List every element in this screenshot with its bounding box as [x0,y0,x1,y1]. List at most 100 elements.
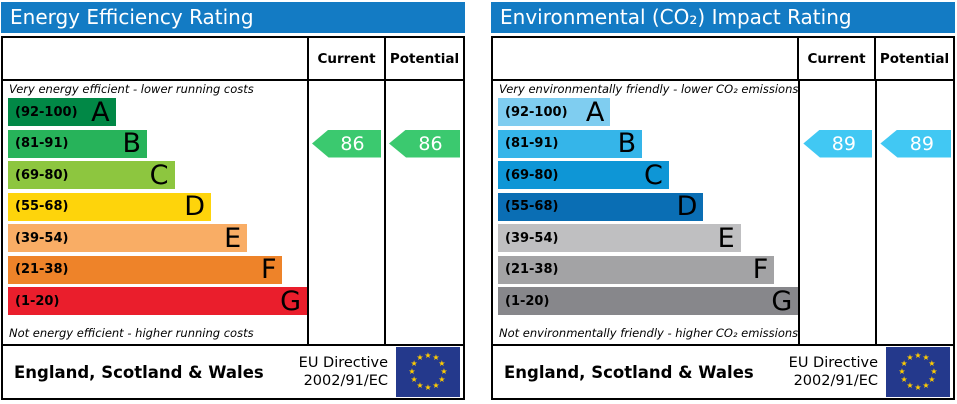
band-range-label: (69-80) [505,167,559,183]
eu-flag-star: ★ [440,367,448,376]
table-body: Very energy efficient - lower running co… [3,81,463,344]
band-letter-label: C [644,159,663,191]
band-row-b: (81-91) B [8,128,307,159]
band-bar: (21-38) F [8,254,283,285]
band-letter-label: F [260,254,277,285]
eu-flag-icon: ★ ★ ★ ★ ★ ★ ★ ★ ★ ★ ★ ★ [396,347,460,397]
eu-flag-star: ★ [408,367,416,376]
table-body: Very environmentally friendly - lower CO… [493,81,953,344]
band-range-label: (55-68) [505,199,559,214]
eu-flag-star: ★ [438,359,446,368]
bands-cell: Very energy efficient - lower running co… [3,81,309,344]
top-note: Very energy efficient - lower running co… [9,82,254,96]
band-row-a: (92-100) A [8,98,307,126]
eu-flag-star: ★ [914,383,922,392]
band-range-label: (69-80) [15,167,69,183]
eu-flag-star: ★ [424,383,432,392]
eu-flag-star: ★ [432,353,440,363]
band-bar: (1-20) G [498,285,799,317]
band-letter-label: A [585,96,605,128]
eu-flag-star: ★ [410,375,418,384]
eu-flag-star: ★ [432,380,440,390]
band-row-g: (1-20) G [8,287,307,315]
eu-flag-star: ★ [930,367,938,376]
band-row-f: (21-38) F [8,254,307,285]
potential-rating-arrow: 86 [389,129,460,158]
header-spacer-cell [3,38,309,79]
region-label: England, Scotland & Wales [504,362,754,382]
eu-directive-line2: 2002/91/EC [793,373,878,389]
bands-cell: Very environmentally friendly - lower CO… [493,81,801,344]
top-note: Very environmentally friendly - lower CO… [499,82,799,96]
eu-flag-star: ★ [416,353,424,363]
eu-flag-star: ★ [922,380,930,390]
eu-directive-label: EU Directive 2002/91/EC [299,354,388,390]
eu-directive-line1: EU Directive [788,354,878,371]
eu-flag-star: ★ [914,351,922,360]
band-letter-label: B [122,128,142,159]
band-bar: (55-68) D [498,191,704,222]
band-range-label: (21-38) [15,262,69,277]
eu-directive-label: EU Directive 2002/91/EC [789,354,878,390]
eu-flag-star: ★ [900,375,908,384]
band-letter-label: C [149,159,169,191]
table-footer: England, Scotland & Wales EU Directive 2… [493,344,953,398]
band-bar: (92-100) A [498,96,611,128]
band-letter-label: E [717,222,735,254]
band-letter-label: D [676,191,698,222]
panel-title: Energy Efficiency Rating [1,2,465,33]
band-range-label: (92-100) [15,104,78,120]
band-row-a: (92-100) A [498,98,798,126]
eu-flag-star: ★ [438,375,446,384]
eu-flag-star: ★ [424,351,432,360]
region-label: England, Scotland & Wales [14,362,264,382]
eu-flag-star: ★ [928,359,936,368]
eu-flag-star: ★ [906,380,914,390]
band-row-e: (39-54) E [498,224,798,252]
band-range-label: (81-91) [15,136,69,151]
energy-efficiency-panel: Energy Efficiency Rating Current Potenti… [1,2,465,400]
current-cell: 86 [309,81,386,344]
band-range-label: (39-54) [15,230,69,246]
band-row-d: (55-68) D [498,191,798,222]
eu-flag-star: ★ [906,353,914,363]
band-range-label: (92-100) [505,104,568,120]
band-bar: (39-54) E [498,224,741,252]
band-bar: (55-68) D [8,192,212,221]
panel-title: Environmental (CO₂) Impact Rating [491,2,955,33]
header-spacer-cell [493,38,799,79]
potential-cell: 86 [386,81,463,344]
potential-rating-arrow: 89 [880,129,952,158]
band-row-c: (69-80) C [8,161,307,189]
eu-flag-star: ★ [900,359,908,368]
band-letter-label: A [91,96,110,128]
band-letter-label: F [752,254,769,285]
table-footer: England, Scotland & Wales EU Directive 2… [3,344,463,398]
band-row-e: (39-54) E [8,224,307,252]
band-bar: (69-80) C [498,161,669,189]
current-rating-arrow: 86 [312,129,381,158]
band-bar: (69-80) C [8,161,175,189]
eu-flag-star: ★ [410,359,418,368]
table-header-row: Current Potential [3,38,463,81]
band-bar: (39-54) E [8,224,248,252]
eu-flag-star: ★ [928,375,936,384]
band-letter-label: G [771,285,793,317]
rating-table: Current Potential Very environmentally f… [491,36,955,400]
table-header-row: Current Potential [493,38,953,81]
environmental-impact-panel: Environmental (CO₂) Impact Rating Curren… [491,2,955,400]
band-bar: (92-100) A [8,98,116,126]
eu-directive-line1: EU Directive [298,354,388,371]
eu-directive-line2: 2002/91/EC [303,373,388,389]
band-letter-label: B [617,128,637,159]
current-column-header: Current [309,38,386,79]
bottom-note: Not energy efficient - higher running co… [9,326,254,340]
band-row-d: (55-68) D [8,192,307,221]
current-cell: 89 [800,81,878,344]
potential-cell: 89 [877,81,954,344]
band-bar: (21-38) F [498,254,775,285]
band-bar: (81-91) B [8,128,148,159]
band-range-label: (1-20) [505,293,550,309]
eu-flag-star: ★ [416,380,424,390]
